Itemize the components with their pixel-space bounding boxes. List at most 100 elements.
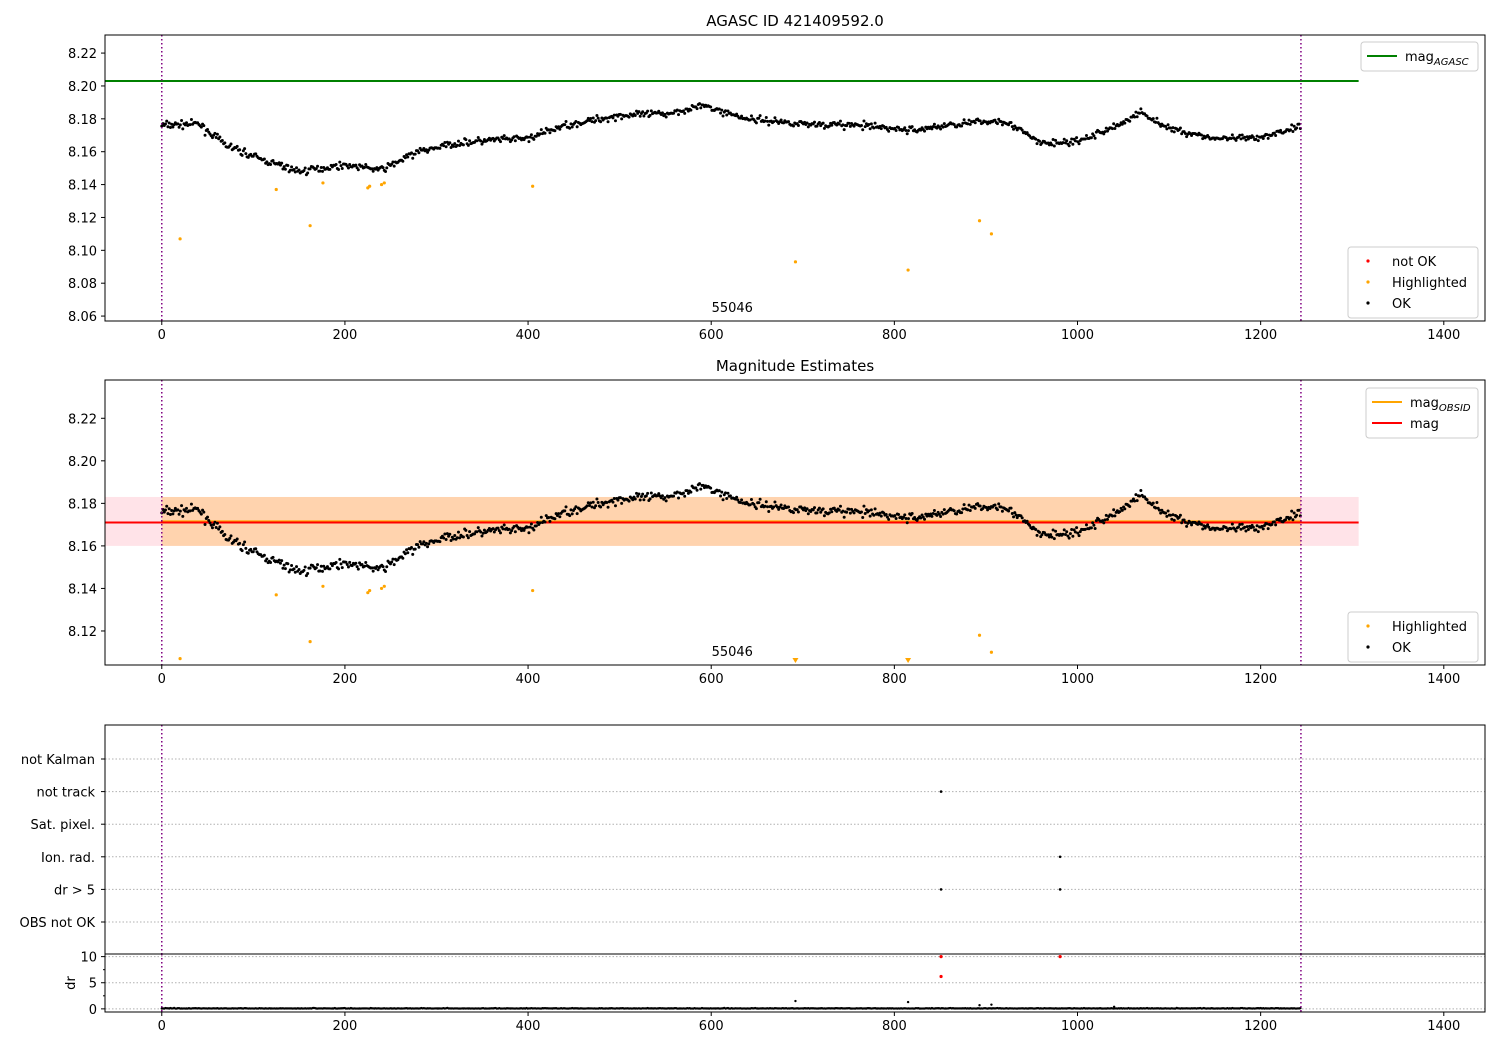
ok-point bbox=[847, 507, 851, 511]
ok-point bbox=[442, 536, 446, 540]
panel1-lower-legend-label: Highlighted bbox=[1392, 276, 1467, 291]
highlighted-point bbox=[274, 187, 278, 192]
ok-point bbox=[208, 521, 212, 525]
ok-point bbox=[878, 124, 882, 128]
panel2-lower-legend-label: OK bbox=[1392, 641, 1411, 656]
ok-point bbox=[181, 514, 185, 518]
ok-point bbox=[170, 508, 174, 512]
ok-point bbox=[328, 167, 332, 171]
ok-point bbox=[1075, 136, 1079, 140]
ok-point bbox=[574, 505, 578, 509]
ok-point bbox=[1220, 527, 1224, 531]
ok-point bbox=[409, 545, 413, 549]
ok-point bbox=[176, 122, 180, 126]
ok-point bbox=[905, 132, 909, 136]
ok-point bbox=[919, 516, 923, 520]
ok-point bbox=[726, 109, 730, 113]
ok-point bbox=[426, 545, 430, 549]
ok-point bbox=[1102, 521, 1106, 525]
ok-point bbox=[306, 572, 310, 576]
ok-point bbox=[1123, 507, 1127, 511]
panel1-lower-legend bbox=[1347, 246, 1479, 319]
panel2-xtick-label: 800 bbox=[882, 672, 907, 687]
ok-point bbox=[852, 124, 856, 128]
flag-row-label: not track bbox=[36, 786, 95, 801]
ok-point bbox=[422, 146, 426, 150]
ok-point bbox=[220, 529, 224, 533]
highlighted-point bbox=[274, 593, 278, 597]
ok-point bbox=[646, 109, 650, 113]
ok-point bbox=[1075, 526, 1079, 530]
ok-point bbox=[1135, 499, 1139, 503]
panel2-xtick-label: 1200 bbox=[1244, 672, 1277, 687]
ok-point bbox=[1201, 527, 1205, 531]
ok-point bbox=[910, 511, 914, 515]
ok-point bbox=[698, 102, 702, 106]
highlighted-point bbox=[382, 584, 386, 588]
panel1-lower-legend-label: not OK bbox=[1392, 255, 1437, 270]
ok-point bbox=[930, 514, 934, 518]
ok-point bbox=[1270, 523, 1274, 527]
ok-point bbox=[229, 534, 233, 538]
ok-point bbox=[1078, 530, 1082, 534]
ok-point bbox=[1288, 128, 1292, 132]
ok-point bbox=[981, 507, 985, 511]
ok-point bbox=[749, 497, 753, 501]
ok-point bbox=[178, 123, 182, 127]
ok-point bbox=[381, 565, 385, 569]
ok-point bbox=[170, 122, 174, 126]
ok-point bbox=[1265, 133, 1269, 137]
highlighted-point bbox=[178, 657, 182, 661]
ok-point bbox=[638, 114, 642, 118]
ok-point bbox=[538, 132, 542, 136]
ok-point bbox=[217, 527, 221, 531]
ok-point bbox=[339, 164, 343, 168]
ok-point bbox=[288, 168, 292, 172]
ok-point bbox=[672, 494, 676, 498]
ok-point bbox=[588, 503, 592, 507]
ok-point bbox=[763, 504, 767, 508]
ok-point bbox=[512, 135, 516, 139]
ok-point bbox=[513, 139, 517, 143]
ok-point bbox=[1272, 520, 1276, 524]
ok-point bbox=[189, 502, 193, 506]
ok-point bbox=[1014, 513, 1018, 517]
ok-point bbox=[444, 538, 448, 542]
ok-point bbox=[1092, 134, 1096, 138]
ok-point bbox=[360, 562, 364, 566]
ok-point bbox=[633, 497, 637, 501]
ok-point bbox=[1170, 517, 1174, 521]
ok-point bbox=[829, 507, 833, 511]
ok-point bbox=[476, 526, 480, 530]
ok-point bbox=[532, 137, 536, 141]
ok-point bbox=[791, 124, 795, 128]
ok-point bbox=[445, 532, 449, 536]
ok-point bbox=[591, 500, 595, 504]
ok-point bbox=[1169, 126, 1173, 130]
ok-point bbox=[501, 137, 505, 141]
panel4-ytick-label: 5 bbox=[89, 977, 97, 992]
ok-point bbox=[1190, 523, 1194, 527]
ok-point bbox=[228, 536, 232, 540]
ok-point bbox=[510, 529, 514, 533]
ok-point bbox=[1046, 533, 1050, 537]
ok-point bbox=[534, 524, 538, 528]
ok-point bbox=[319, 564, 323, 568]
ok-point bbox=[930, 127, 934, 131]
ok-point bbox=[547, 516, 551, 520]
ok-point bbox=[526, 135, 530, 139]
ok-point bbox=[265, 160, 269, 164]
ok-point bbox=[1244, 138, 1248, 142]
ok-point bbox=[618, 112, 622, 116]
ok-point bbox=[1182, 518, 1186, 522]
ok-point bbox=[1007, 509, 1011, 513]
ok-point bbox=[1255, 134, 1259, 138]
ok-point bbox=[782, 507, 786, 511]
ok-point bbox=[902, 515, 906, 519]
ok-point bbox=[1230, 522, 1234, 526]
ok-point bbox=[452, 537, 456, 541]
ok-point bbox=[677, 113, 681, 117]
ok-point bbox=[314, 566, 318, 570]
ok-point bbox=[406, 155, 410, 159]
ok-point bbox=[1239, 137, 1243, 141]
